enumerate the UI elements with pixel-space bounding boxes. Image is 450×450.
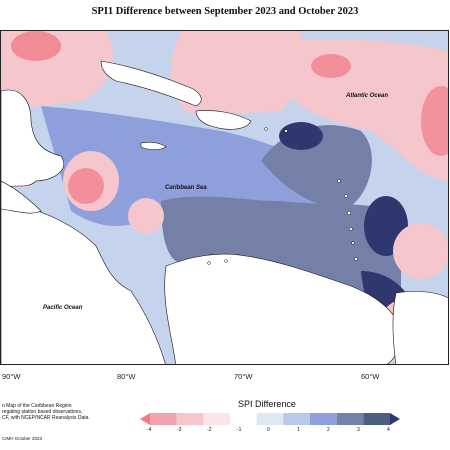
field-red-nw: [11, 31, 61, 61]
field-pink-west2: [128, 198, 164, 234]
legend-tick-label: 2: [327, 427, 330, 433]
island-1: [337, 179, 341, 183]
copyright-text: CIMH October 2023: [2, 436, 43, 441]
land-jamaica: [140, 141, 167, 150]
land-cuba: [100, 60, 202, 107]
legend-colorbar: [140, 413, 400, 425]
legend-cell: [230, 413, 257, 425]
legend-cell: [363, 413, 390, 425]
island-8: [284, 129, 288, 133]
field-red-west: [68, 168, 104, 204]
legend-tick-label: -4: [147, 427, 152, 433]
field-pink-se: [393, 223, 448, 279]
longitude-label-80w: 80°W: [117, 372, 136, 381]
island-7: [264, 127, 268, 131]
legend-tick-label: -1: [237, 427, 242, 433]
credits-line-3: CF, with NCEP/NCAR Reanalysis Data.: [2, 415, 90, 422]
legend-tick-label: -2: [207, 427, 212, 433]
island-3: [346, 210, 352, 216]
atlantic-ocean-label: Atlantic Ocean: [346, 93, 389, 99]
caribbean-sea-label: Caribbean Sea: [165, 185, 207, 191]
spi-field: [1, 31, 448, 364]
legend-tick-label: 0: [267, 427, 270, 433]
legend-cell: [176, 413, 204, 425]
legend-cell: [283, 413, 310, 425]
field-navy-1: [279, 122, 323, 150]
island-2: [344, 194, 348, 198]
legend-tick-label: 4: [387, 427, 390, 433]
land-group: [1, 60, 448, 364]
land-honduras: [1, 180, 42, 214]
longitude-label-90w: 90°W: [2, 372, 21, 381]
legend-tick-label: 3: [357, 427, 360, 433]
legend-cell: [310, 413, 337, 425]
land-central-america: [1, 200, 166, 364]
credits-text: n Map of the Caribbean Region regating s…: [2, 403, 90, 422]
land-hispaniola: [195, 110, 252, 130]
field-red-east: [421, 86, 448, 156]
legend-cell: [203, 413, 230, 425]
legend-arrow-low: [140, 413, 150, 425]
island-6: [354, 257, 358, 261]
longitude-label-60w: 60°W: [361, 372, 380, 381]
longitude-label-70w: 70°W: [234, 372, 253, 381]
field-pink-north: [170, 31, 303, 116]
legend-tick-label: 1: [297, 427, 300, 433]
island-5: [351, 241, 355, 245]
land-guianas: [392, 291, 448, 364]
island-group: [207, 127, 358, 265]
spi-map: Atlantic Ocean Caribbean Sea Pacific Oce…: [0, 30, 449, 365]
land-south-america: [164, 253, 402, 364]
pacific-ocean-label: Pacific Ocean: [43, 305, 83, 311]
legend-cells: [140, 413, 400, 425]
map-title: SPI1 Difference between September 2023 a…: [91, 6, 359, 17]
island-4: [349, 227, 353, 231]
credits-line-1: n Map of the Caribbean Region: [2, 403, 72, 409]
legend-cell: [336, 413, 364, 425]
credits-line-2: regating station based observations,: [2, 409, 83, 416]
field-red-atlantic: [311, 54, 351, 78]
legend-tick-label: -3: [177, 427, 182, 433]
island-10: [224, 259, 228, 263]
legend-cell: [150, 413, 177, 425]
legend-title: SPI Difference: [238, 399, 296, 409]
island-9: [207, 261, 211, 265]
land-yucatan: [1, 89, 64, 192]
legend-arrow-high: [390, 413, 400, 425]
legend-cell: [256, 413, 284, 425]
